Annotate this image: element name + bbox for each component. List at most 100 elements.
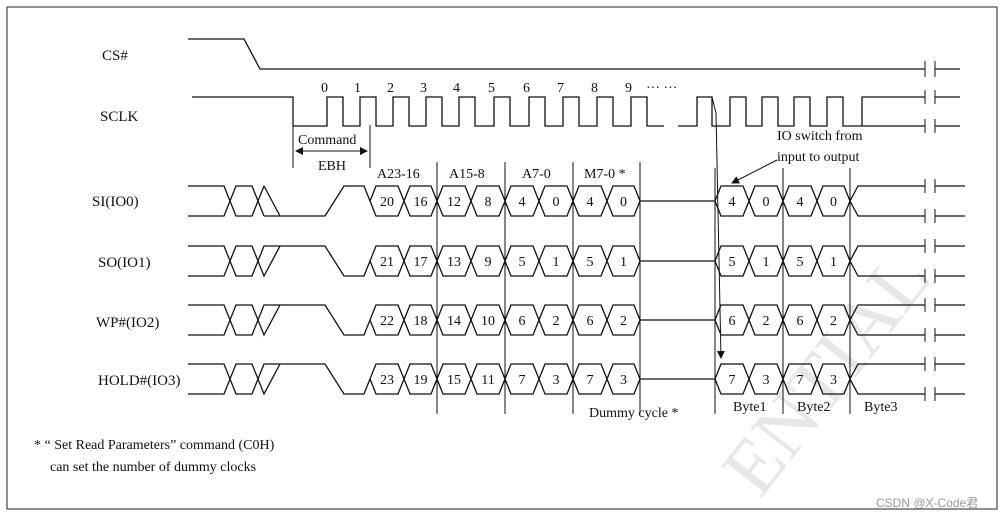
bit-cell-value: 7 [797, 373, 804, 388]
bit-cell-value: 5 [797, 255, 804, 270]
clock-number: 1 [354, 81, 361, 96]
bit-cell-value: 1 [763, 255, 770, 270]
clock-number: 9 [625, 81, 632, 96]
bit-cell-value: 0 [553, 195, 560, 210]
field-header-a7-0: A7-0 [522, 167, 551, 182]
sclk-waveform [192, 90, 960, 133]
lane-trailer [849, 245, 965, 277]
bit-cell-value: 9 [485, 255, 492, 270]
lane-si: 20 16 12 8 4 0 4 0 4 0 4 0 [188, 179, 965, 223]
footnote-line: * “ Set Read Parameters” command (C0H) [34, 438, 275, 453]
lane-trailer [849, 185, 965, 217]
bit-cell-value: 4 [587, 195, 594, 210]
bit-cell-value: 3 [763, 373, 770, 388]
bit-cell-value: 3 [553, 373, 560, 388]
bit-cell-value: 17 [414, 255, 428, 270]
bit-cell-value: 16 [414, 195, 428, 210]
bit-cell-value: 11 [481, 373, 494, 388]
bit-cell-value: 7 [729, 373, 736, 388]
bit-cell-value: 5 [587, 255, 594, 270]
io-lanes: 20 16 12 8 4 0 4 0 4 0 4 021 17 13 9 5 1 5 1 5 1 5 122 18 14 10 6 2… [188, 179, 965, 401]
bit-cell-value: 1 [830, 255, 837, 270]
bit-cell-value: 6 [519, 314, 526, 329]
byte3-label: Byte3 [864, 400, 897, 415]
bit-cell-value: 1 [553, 255, 560, 270]
sclk-segment [678, 96, 960, 127]
bit-cell-value: 14 [447, 314, 461, 329]
cs-waveform [188, 38, 960, 70]
io-switch-note: input to output [777, 150, 860, 165]
bit-cell-value: 7 [519, 373, 526, 388]
signal-label-cs: CS# [102, 48, 128, 64]
bit-cell-value: 5 [519, 255, 526, 270]
bit-cell-value: 1 [620, 255, 627, 270]
bit-cell-value: 2 [830, 314, 837, 329]
clock-number: 8 [591, 81, 598, 96]
bit-cell-value: 4 [519, 195, 526, 210]
bit-cell-value: 23 [380, 373, 394, 388]
clock-number-row: 0 1 2 3 4 5 6 7 8 9 ··· ··· [321, 81, 677, 96]
lane-preamble [188, 185, 371, 217]
lane-preamble [188, 304, 371, 337]
field-header-a15-8: A15-8 [449, 167, 485, 182]
bit-cell-value: 13 [447, 255, 461, 270]
command-label: Command [298, 133, 356, 148]
clock-ellipsis: ··· ··· [646, 81, 677, 96]
clock-number: 4 [453, 81, 460, 96]
io-switch-note: IO switch from [777, 129, 863, 144]
bit-cell-value: 10 [481, 314, 495, 329]
byte1-label: Byte1 [733, 400, 766, 415]
footnote-line: can set the number of dummy clocks [50, 460, 256, 475]
io-switch-timing-line [711, 96, 725, 359]
bit-cell-value: 8 [485, 195, 492, 210]
signal-label-hold: HOLD#(IO3) [98, 373, 180, 389]
clock-number: 0 [321, 81, 328, 96]
bit-cell-value: 7 [587, 373, 594, 388]
command-code: EBH [318, 159, 346, 174]
bit-cell-value: 20 [380, 195, 394, 210]
lane-trailer [849, 363, 965, 395]
bit-cell-value: 21 [380, 255, 394, 270]
bit-cell-value: 2 [553, 314, 560, 329]
bit-cell-value: 0 [620, 195, 627, 210]
diagram-frame [6, 6, 998, 510]
lane-hold: 23 19 15 11 7 3 7 3 7 3 7 3 [188, 357, 965, 401]
clock-number: 7 [557, 81, 564, 96]
bit-cell-value: 19 [414, 373, 428, 388]
bit-cell-value: 15 [447, 373, 461, 388]
lane-preamble [188, 245, 371, 278]
lane-trailer [849, 304, 965, 336]
clock-number: 5 [488, 81, 495, 96]
field-header-m7-0: M7-0 * [584, 167, 626, 182]
bit-cell-value: 2 [620, 314, 627, 329]
byte-dividers [436, 162, 851, 414]
lane-preamble [188, 363, 371, 396]
bit-cell-value: 12 [447, 195, 461, 210]
bit-cell-value: 3 [620, 373, 627, 388]
signal-label-so: SO(IO1) [98, 255, 151, 271]
clock-number: 2 [387, 81, 394, 96]
sclk-segment [192, 96, 664, 127]
bit-cell-value: 4 [729, 195, 736, 210]
clock-number: 3 [420, 81, 427, 96]
bit-cell-value: 4 [797, 195, 804, 210]
bit-cell-value: 6 [587, 314, 594, 329]
bit-cell-value: 2 [763, 314, 770, 329]
bit-cell-value: 5 [729, 255, 736, 270]
signal-label-sclk: SCLK [100, 109, 139, 125]
bit-cell-value: 0 [830, 195, 837, 210]
byte2-label: Byte2 [797, 400, 830, 415]
field-header-a23-16: A23-16 [377, 167, 420, 182]
io-switch-pointer [731, 159, 778, 184]
clock-number: 6 [523, 81, 530, 96]
bit-cell-value: 6 [729, 314, 736, 329]
bit-cell-value: 0 [763, 195, 770, 210]
signal-label-si: SI(IO0) [92, 194, 139, 210]
bit-cell-value: 18 [414, 314, 428, 329]
signal-label-wp: WP#(IO2) [96, 315, 159, 331]
dummy-cycle-label: Dummy cycle * [589, 406, 678, 421]
source-credit: CSDN @X-Code君 [876, 496, 978, 510]
bit-cell-value: 3 [830, 373, 837, 388]
bit-cell-value: 6 [797, 314, 804, 329]
